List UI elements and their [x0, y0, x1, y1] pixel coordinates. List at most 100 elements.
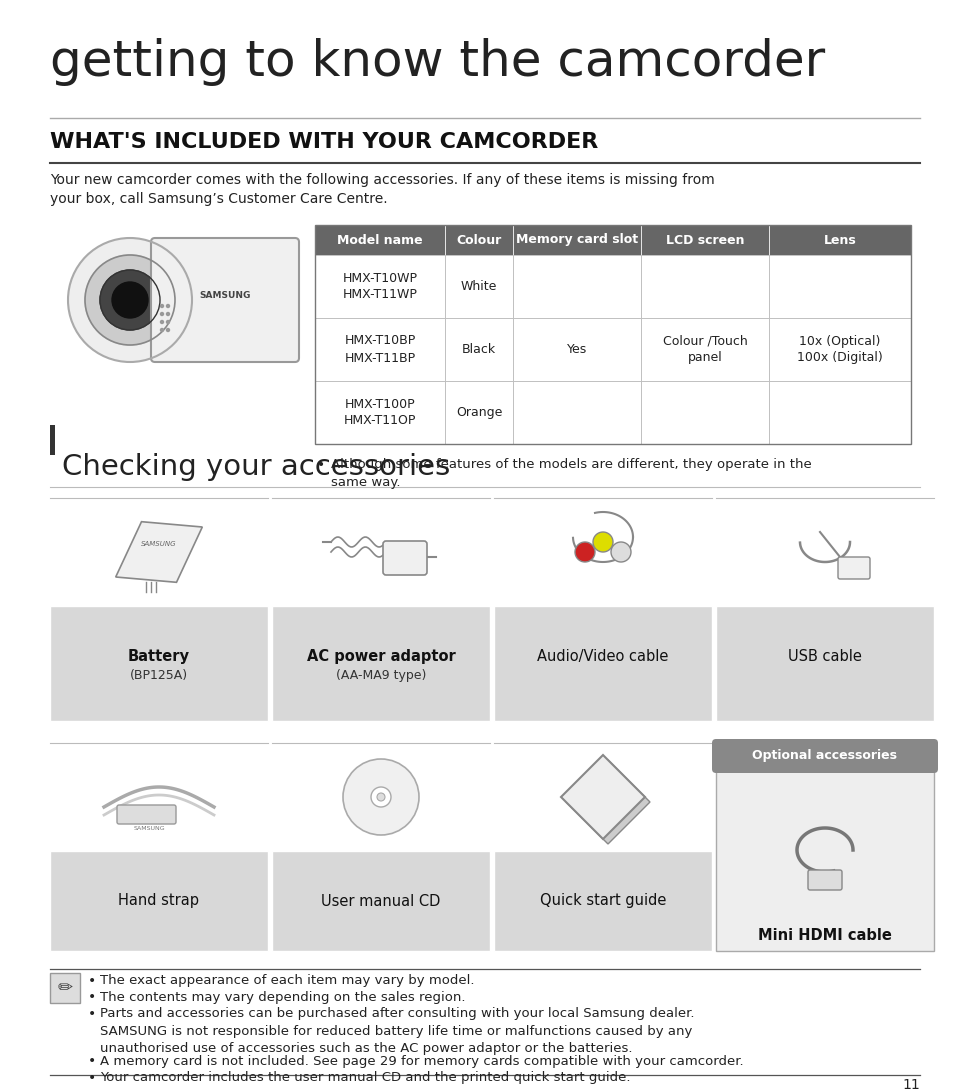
Bar — [768, 255, 910, 317]
Text: Battery: Battery — [128, 649, 190, 664]
Polygon shape — [115, 521, 202, 583]
Text: Your camcorder includes the user manual CD and the printed quick start guide.: Your camcorder includes the user manual … — [100, 1071, 630, 1084]
Text: Lens: Lens — [822, 233, 856, 247]
Text: getting to know the camcorder: getting to know the camcorder — [50, 38, 824, 86]
Circle shape — [160, 304, 163, 308]
Bar — [513, 317, 640, 381]
Text: Mini HDMI cable: Mini HDMI cable — [758, 928, 891, 944]
Bar — [513, 225, 640, 255]
Text: WHAT'S INCLUDED WITH YOUR CAMCORDER: WHAT'S INCLUDED WITH YOUR CAMCORDER — [50, 132, 598, 152]
Circle shape — [343, 759, 418, 835]
Polygon shape — [560, 755, 644, 839]
Circle shape — [68, 238, 192, 362]
Text: 10x (Optical)
100x (Digital): 10x (Optical) 100x (Digital) — [797, 335, 882, 364]
Bar — [314, 381, 444, 444]
Text: HMX-T10WP
HMX-T11WP: HMX-T10WP HMX-T11WP — [342, 272, 417, 301]
Text: The exact appearance of each item may vary by model.: The exact appearance of each item may va… — [100, 974, 474, 987]
Text: 11: 11 — [902, 1078, 919, 1091]
Text: White: White — [460, 280, 497, 293]
Bar — [768, 317, 910, 381]
Bar — [314, 225, 444, 255]
Bar — [513, 381, 640, 444]
Circle shape — [160, 328, 163, 332]
Text: User manual CD: User manual CD — [321, 894, 440, 909]
Polygon shape — [565, 760, 649, 844]
Text: ✏: ✏ — [57, 979, 72, 997]
Text: Memory card slot: Memory card slot — [516, 233, 638, 247]
Circle shape — [167, 328, 170, 332]
Text: •: • — [88, 1071, 96, 1086]
Text: AC power adaptor: AC power adaptor — [306, 649, 455, 664]
Text: Orange: Orange — [456, 406, 501, 419]
Bar — [494, 851, 711, 951]
Text: SAMSUNG: SAMSUNG — [199, 290, 251, 300]
Text: The contents may vary depending on the sales region.: The contents may vary depending on the s… — [100, 991, 465, 1004]
Text: HMX-T10BP
HMX-T11BP: HMX-T10BP HMX-T11BP — [344, 335, 416, 364]
Text: (BP125A): (BP125A) — [130, 669, 188, 682]
Text: SAMSUNG: SAMSUNG — [141, 541, 176, 547]
Text: •: • — [88, 1007, 96, 1021]
Circle shape — [575, 542, 595, 562]
Bar — [314, 225, 910, 444]
FancyBboxPatch shape — [711, 739, 937, 774]
Circle shape — [160, 321, 163, 324]
Text: (AA-MA9 type): (AA-MA9 type) — [335, 669, 426, 682]
Text: HMX-T100P
HMX-T11OP: HMX-T100P HMX-T11OP — [343, 397, 416, 428]
Bar — [768, 381, 910, 444]
Text: Optional accessories: Optional accessories — [752, 750, 897, 763]
Bar — [444, 317, 513, 381]
Text: Yes: Yes — [566, 343, 586, 356]
Text: •: • — [88, 974, 96, 988]
Bar — [50, 973, 80, 1003]
FancyBboxPatch shape — [382, 541, 427, 575]
Bar — [444, 225, 513, 255]
Text: Checking your accessories: Checking your accessories — [62, 453, 450, 481]
FancyBboxPatch shape — [807, 870, 841, 890]
Circle shape — [112, 281, 148, 317]
Bar — [50, 425, 55, 455]
Circle shape — [167, 321, 170, 324]
Bar — [494, 606, 711, 721]
Text: Model name: Model name — [336, 233, 422, 247]
Text: A memory card is not included. See page 29 for memory cards compatible with your: A memory card is not included. See page … — [100, 1055, 742, 1067]
FancyBboxPatch shape — [837, 558, 869, 579]
Bar — [314, 255, 444, 317]
Bar — [640, 255, 768, 317]
Text: USB cable: USB cable — [787, 649, 861, 664]
Circle shape — [371, 787, 391, 807]
Circle shape — [100, 269, 160, 329]
Text: •: • — [316, 458, 325, 472]
Text: •: • — [88, 991, 96, 1005]
Bar — [272, 851, 490, 951]
Bar — [640, 225, 768, 255]
Bar — [513, 255, 640, 317]
Circle shape — [160, 312, 163, 315]
Text: LCD screen: LCD screen — [665, 233, 743, 247]
Text: Parts and accessories can be purchased after consulting with your local Samsung : Parts and accessories can be purchased a… — [100, 1007, 694, 1055]
Text: Colour: Colour — [456, 233, 501, 247]
Text: Colour /Touch
panel: Colour /Touch panel — [662, 335, 746, 364]
Bar — [50, 606, 268, 721]
Bar — [50, 851, 268, 951]
Text: Hand strap: Hand strap — [118, 894, 199, 909]
Text: Quick start guide: Quick start guide — [539, 894, 665, 909]
Bar — [640, 317, 768, 381]
Text: SAMSUNG: SAMSUNG — [133, 827, 165, 831]
FancyBboxPatch shape — [151, 238, 298, 362]
Circle shape — [376, 793, 385, 801]
FancyBboxPatch shape — [117, 805, 175, 824]
Bar — [768, 225, 910, 255]
Bar — [314, 317, 444, 381]
Bar — [272, 606, 490, 721]
Text: Audio/Video cable: Audio/Video cable — [537, 649, 668, 664]
Text: •: • — [88, 1055, 96, 1068]
Circle shape — [85, 255, 174, 345]
Circle shape — [167, 312, 170, 315]
Text: Your new camcorder comes with the following accessories. If any of these items i: Your new camcorder comes with the follow… — [50, 173, 714, 206]
Bar — [716, 769, 933, 951]
Text: Black: Black — [461, 343, 496, 356]
Bar — [640, 381, 768, 444]
Bar — [444, 255, 513, 317]
Text: Although some features of the models are different, they operate in the
same way: Although some features of the models are… — [331, 458, 811, 489]
Circle shape — [167, 304, 170, 308]
